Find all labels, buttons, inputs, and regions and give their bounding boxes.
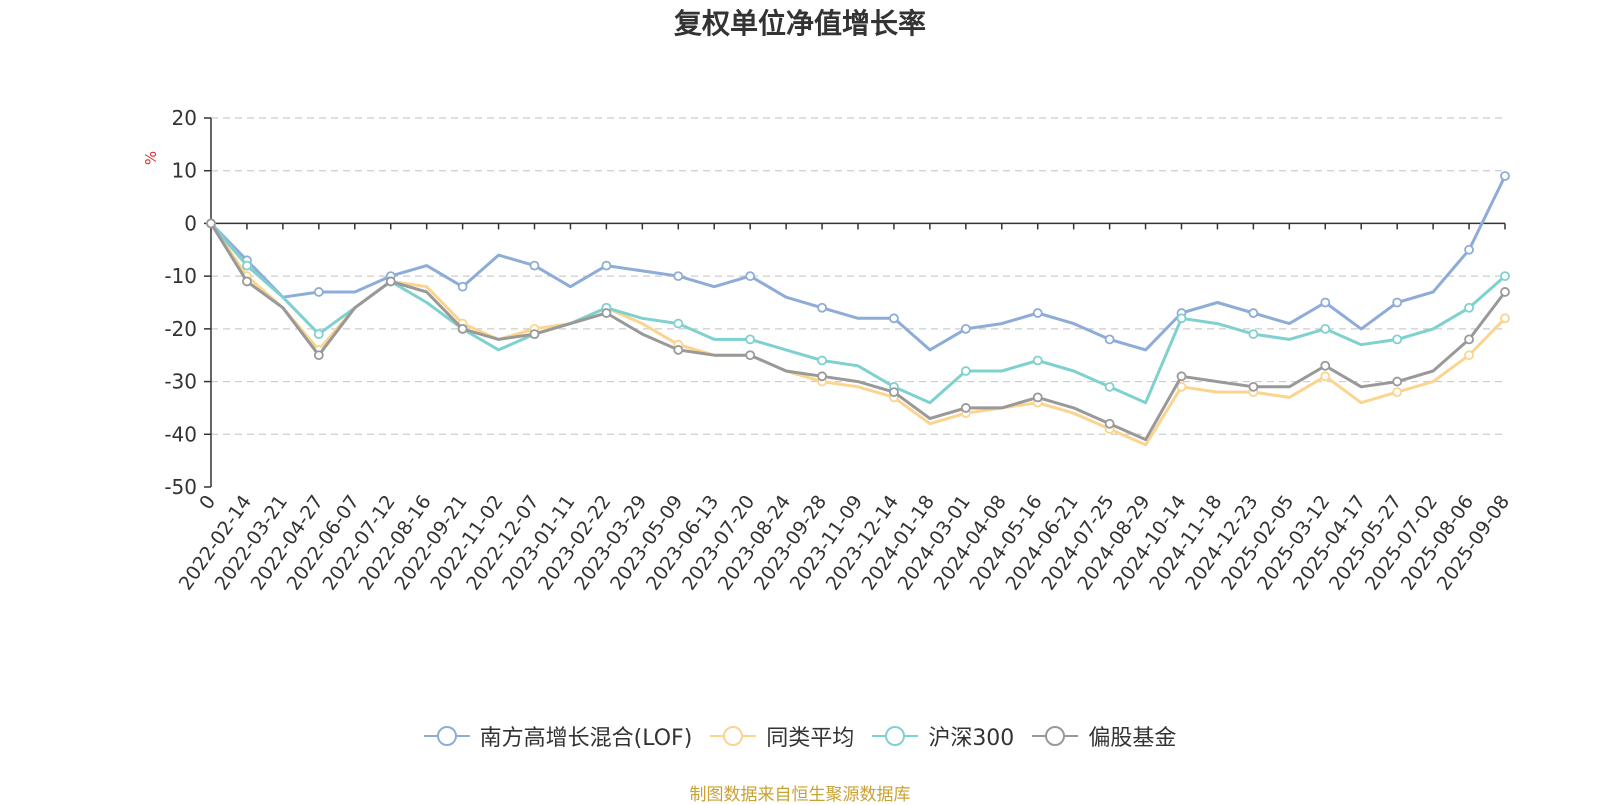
legend-item[interactable]: 南方高增长混合(LOF) <box>423 720 693 752</box>
y-tick-label: 10 <box>172 159 197 183</box>
y-tick-label: 20 <box>172 106 197 130</box>
legend-swatch <box>423 726 470 746</box>
data-point <box>1392 297 1403 308</box>
series-line <box>209 174 1507 352</box>
data-point <box>313 287 324 297</box>
data-point <box>1500 313 1510 324</box>
data-point <box>889 387 899 398</box>
data-point <box>1500 271 1510 282</box>
legend-marker-icon <box>885 726 906 746</box>
y-axis-label: % <box>142 151 160 165</box>
legend-marker-icon <box>436 726 457 746</box>
data-point <box>601 260 612 271</box>
data-point <box>745 334 756 345</box>
data-point <box>960 323 971 334</box>
data-point <box>1392 387 1403 398</box>
data-point <box>206 218 216 229</box>
series-line <box>209 221 1507 442</box>
data-point <box>1176 381 1187 392</box>
data-point <box>673 271 684 282</box>
line-chart: 20100-10-20-30-40-50%02022-02-142022-03-… <box>142 106 1514 594</box>
data-point <box>601 308 612 318</box>
data-point <box>1320 360 1331 371</box>
data-point <box>457 323 468 334</box>
data-point <box>889 313 899 324</box>
y-tick-label: -10 <box>164 264 197 288</box>
series-line <box>209 221 1507 405</box>
data-point <box>1320 297 1331 308</box>
legend-label: 沪深300 <box>928 726 1015 751</box>
y-tick-label: 0 <box>184 211 197 235</box>
data-point <box>242 276 252 287</box>
data-point <box>1464 334 1474 345</box>
data-point <box>1248 329 1259 340</box>
data-point <box>1176 371 1187 382</box>
data-point <box>1032 355 1043 366</box>
data-point <box>1104 334 1115 345</box>
legend-swatch <box>710 726 757 746</box>
legend-item[interactable]: 同类平均 <box>710 720 854 752</box>
data-point <box>1392 334 1403 345</box>
data-point <box>385 276 396 287</box>
legend-item[interactable]: 沪深300 <box>872 720 1014 752</box>
data-point <box>673 345 684 355</box>
data-point <box>1500 287 1510 297</box>
legend-marker-icon <box>723 726 744 746</box>
source-note: 制图数据来自恒生聚源数据库 <box>689 785 911 805</box>
data-point <box>529 260 540 271</box>
data-point <box>1464 302 1474 313</box>
data-point <box>745 350 756 361</box>
data-point <box>313 350 324 361</box>
legend-swatch <box>1032 726 1079 746</box>
data-point <box>1320 323 1331 334</box>
data-point <box>1032 308 1043 318</box>
data-point <box>960 403 971 413</box>
legend-item[interactable]: 偏股基金 <box>1032 720 1176 752</box>
chart-title: 复权单位净值增长率 <box>673 7 926 40</box>
legend-marker-icon <box>1045 726 1066 746</box>
legend-swatch <box>872 726 919 746</box>
legend: 南方高增长混合(LOF) 同类平均 沪深300 偏股基金 <box>0 720 1600 752</box>
data-point <box>1392 376 1403 387</box>
data-point <box>529 329 540 340</box>
data-point <box>1032 392 1043 403</box>
y-tick-label: -40 <box>164 422 197 446</box>
data-point <box>673 318 684 329</box>
y-tick-label: -30 <box>164 370 197 394</box>
legend-label: 偏股基金 <box>1088 726 1177 751</box>
data-point <box>1248 381 1259 392</box>
data-point <box>817 371 827 382</box>
data-point <box>1464 244 1474 255</box>
data-point <box>1248 308 1259 318</box>
data-point <box>745 271 756 282</box>
legend-label: 南方高增长混合(LOF) <box>479 726 693 751</box>
data-point <box>313 329 324 340</box>
series-line <box>209 221 1507 447</box>
data-point <box>1320 371 1331 382</box>
data-point <box>1176 313 1187 324</box>
data-point <box>242 260 252 271</box>
data-point <box>960 366 971 376</box>
data-point <box>1104 381 1115 392</box>
data-point <box>817 302 827 313</box>
data-point <box>1104 418 1115 429</box>
y-tick-label: -50 <box>164 475 197 499</box>
data-point <box>817 355 827 366</box>
data-point <box>457 281 468 292</box>
y-tick-label: -20 <box>164 317 197 341</box>
x-tick-label: 0 <box>195 491 220 514</box>
data-point <box>1464 350 1474 361</box>
data-point <box>1500 171 1510 181</box>
legend-label: 同类平均 <box>766 726 855 751</box>
